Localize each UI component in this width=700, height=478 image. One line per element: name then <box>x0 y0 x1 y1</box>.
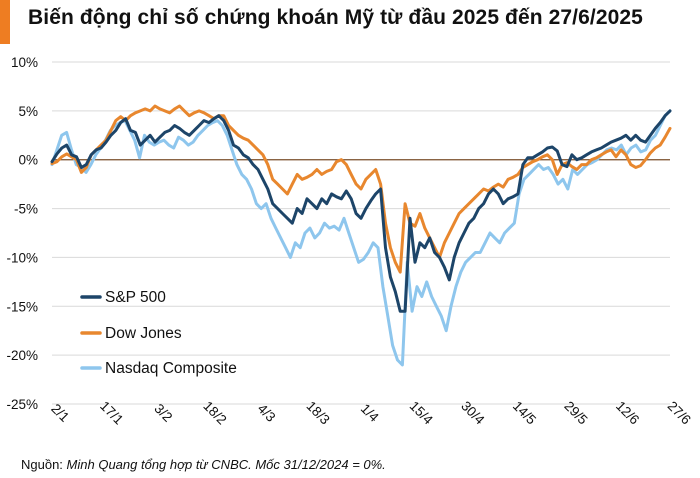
y-tick-label: -10% <box>6 250 38 265</box>
footnote: Nguồn: Minh Quang tổng hợp từ CNBC. Mốc … <box>21 457 386 472</box>
title-accent-bar <box>0 0 10 44</box>
y-tick-label: -20% <box>6 348 38 363</box>
x-tick-label: 27/6 <box>665 398 694 427</box>
x-tick-label: 30/4 <box>458 398 488 428</box>
legend-label-sp500: S&P 500 <box>105 289 166 306</box>
y-tick-label: 0% <box>18 153 38 168</box>
y-tick-label: 10% <box>11 55 38 70</box>
series-line-sp500 <box>50 109 672 313</box>
x-tick-label: 14/5 <box>510 398 539 427</box>
x-tick-label: 18/3 <box>304 398 333 427</box>
legend: S&P 500 Dow Jones Nasdaq Composite <box>80 289 237 377</box>
x-tick-label: 15/4 <box>407 398 437 428</box>
x-axis: 2/1 17/1 3/2 18/2 4/3 18/3 1/4 15/4 30/4 14/5 29/5… <box>48 398 694 428</box>
legend-label-nasdaq: Nasdaq Composite <box>105 360 237 377</box>
footnote-prefix: Nguồn: <box>21 457 67 472</box>
y-tick-label: -5% <box>14 202 38 217</box>
y-tick-label: -25% <box>6 397 38 412</box>
series-line-nasdaq <box>50 109 672 367</box>
x-tick-label: 18/2 <box>200 398 229 427</box>
series-lines <box>50 104 672 367</box>
grid-lines <box>52 61 670 405</box>
y-tick-label: -15% <box>6 299 38 314</box>
x-tick-label: 29/5 <box>561 398 590 427</box>
x-tick-label: 17/1 <box>97 398 126 427</box>
x-tick-label: 12/6 <box>613 398 642 427</box>
footnote-text: Minh Quang tổng hợp từ CNBC. Mốc 31/12/2… <box>66 457 386 472</box>
series-line-dow <box>50 104 672 274</box>
y-axis: 10% 5% 0% -5% -10% -15% -20% -25% <box>6 55 38 412</box>
y-tick-label: 5% <box>18 104 38 119</box>
legend-label-dow: Dow Jones <box>105 325 182 342</box>
x-tick-label: 1/4 <box>358 401 382 425</box>
chart-title: Biến động chỉ số chứng khoán Mỹ từ đầu 2… <box>28 6 643 29</box>
